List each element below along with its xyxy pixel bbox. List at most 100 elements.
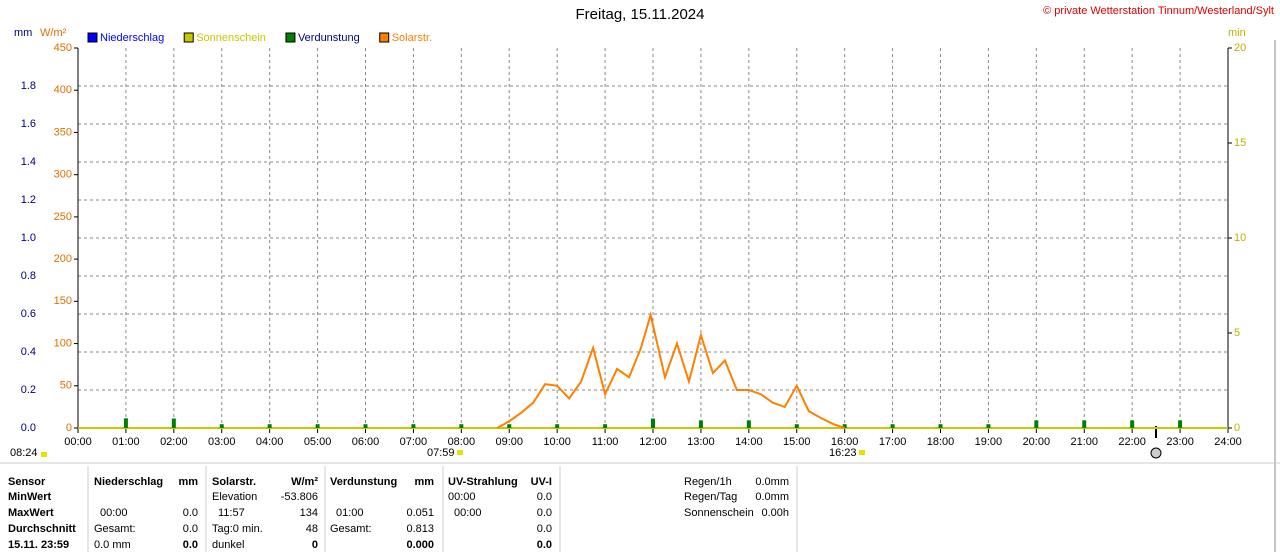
x-tick-label: 02:00 — [160, 436, 188, 448]
legend-swatch — [285, 32, 296, 43]
x-tick-label: 10:00 — [543, 436, 571, 448]
x-tick-label: 15:00 — [783, 436, 811, 448]
y-tick-label: 200 — [54, 253, 72, 265]
moon-icon — [1150, 447, 1162, 459]
chart-title: Freitag, 15.11.2024 — [576, 6, 705, 23]
bar — [890, 424, 895, 428]
x-tick-label: 12:00 — [639, 436, 667, 448]
sun-marker — [859, 450, 865, 455]
x-tick-label: 21:00 — [1070, 436, 1098, 448]
bar — [219, 424, 224, 428]
y-tick-label: 0.0 — [21, 422, 36, 434]
cell-value: 0.813 — [406, 523, 434, 535]
legend-label: Solarstr. — [392, 32, 432, 44]
y2-tick-label: 20 — [1234, 42, 1246, 54]
row-head: 15.11. 23:59 — [8, 539, 69, 551]
x-tick-label: 09:00 — [495, 436, 523, 448]
bar — [651, 418, 655, 428]
y-tick-label: 0.6 — [21, 308, 36, 320]
y-tick-label: 400 — [54, 84, 72, 96]
bar — [938, 424, 943, 428]
legend-swatch — [87, 32, 98, 43]
y-tick-label: 100 — [54, 337, 72, 349]
bar — [603, 424, 608, 428]
bar — [267, 424, 272, 428]
x-tick-label: 01:00 — [112, 436, 140, 448]
x-tick-label: 06:00 — [352, 436, 380, 448]
legend-label: Sonnenschein — [196, 32, 266, 44]
y2-axis-label: min — [1228, 27, 1246, 39]
row-head: MaxWert — [8, 507, 54, 519]
y2-tick-label: 0 — [1234, 422, 1240, 434]
y-tick-label: 0.2 — [21, 384, 36, 396]
y-tick-label: 350 — [54, 126, 72, 138]
cell-label: 00:00 — [454, 507, 482, 519]
x-tick-label: 00:00 — [64, 436, 92, 448]
cell-value: 0.0 — [537, 507, 552, 519]
y2-tick-label: 15 — [1234, 137, 1246, 149]
cell-value: 0.0 — [537, 491, 552, 503]
column-unit: W/m² — [291, 476, 318, 488]
column-unit: mm — [178, 476, 198, 488]
y-tick-label: 0.4 — [21, 346, 36, 358]
x-tick-label: 24:00 — [1214, 436, 1242, 448]
cell-label: 00:00 — [448, 491, 476, 503]
x-tick-label: 23:00 — [1166, 436, 1194, 448]
bar — [986, 424, 991, 428]
legend-label: Niederschlag — [100, 32, 164, 44]
extra-label: Regen/Tag — [684, 491, 737, 503]
row-head: MinWert — [8, 491, 52, 503]
y-tick-label: 250 — [54, 211, 72, 223]
annotation: 08:24 — [10, 447, 38, 459]
bar — [1082, 420, 1087, 428]
cell-label: 0.0 mm — [94, 539, 131, 551]
cell-value: 134 — [300, 507, 318, 519]
extra-label: Regen/1h — [684, 476, 732, 488]
y2-tick-label: 10 — [1234, 232, 1246, 244]
cell-label: Gesamt: — [94, 523, 136, 535]
legend-swatch — [379, 32, 390, 43]
bar — [123, 418, 128, 428]
cell-value: 0.0 — [537, 539, 552, 551]
extra-value: 0.0mm — [755, 491, 789, 503]
x-tick-label: 13:00 — [687, 436, 715, 448]
bar — [363, 424, 368, 428]
annotation: 07:59 — [427, 447, 455, 459]
extra-value: 0.00h — [761, 507, 789, 519]
sun-marker — [41, 452, 47, 457]
bar — [698, 420, 703, 428]
series-line — [496, 310, 845, 429]
x-tick-label: 17:00 — [879, 436, 907, 448]
cell-value: 0.000 — [406, 539, 434, 551]
legend-swatch — [183, 32, 194, 43]
y-axis-label: mm — [14, 27, 32, 39]
table-dividers — [87, 466, 798, 552]
y-tick-label: 50 — [60, 380, 72, 392]
annotation: 16:23 — [829, 447, 857, 459]
cell-value: 0.0 — [183, 539, 198, 551]
x-tick-label: 19:00 — [975, 436, 1003, 448]
x-tick-label: 07:00 — [400, 436, 428, 448]
bar — [746, 420, 751, 428]
x-tick-label: 11:00 — [592, 436, 619, 448]
x-tick-label: 18:00 — [927, 436, 955, 448]
cell-label: 00:00 — [100, 507, 128, 519]
cell-value: -53.806 — [281, 491, 318, 503]
y-tick-label: 0 — [66, 422, 72, 434]
extra-value: 0.0mm — [755, 476, 789, 488]
cell-value: 0.051 — [406, 507, 434, 519]
y-tick-label: 450 — [54, 42, 72, 54]
bar — [1178, 420, 1183, 428]
copyright: © private Wetterstation Tinnum/Westerlan… — [1043, 5, 1274, 17]
column-header: UV-Strahlung — [448, 476, 518, 488]
bar — [842, 424, 847, 428]
cell-value: 0.0 — [183, 523, 198, 535]
sun-marker — [457, 450, 463, 455]
row-head: Sensor — [8, 476, 46, 488]
bar — [411, 424, 416, 428]
legend-label: Verdunstung — [298, 32, 360, 44]
cell-label: Gesamt: — [330, 523, 372, 535]
y-tick-label: 1.0 — [21, 232, 36, 244]
x-tick-label: 20:00 — [1023, 436, 1051, 448]
